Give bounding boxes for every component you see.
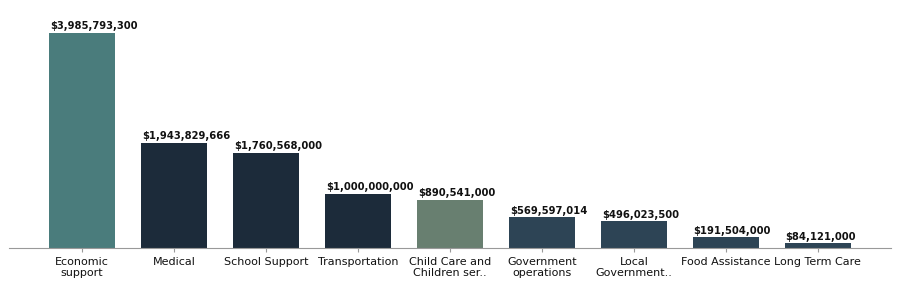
Bar xyxy=(325,194,392,248)
Text: $3,985,793,300: $3,985,793,300 xyxy=(50,21,138,31)
Bar xyxy=(601,221,667,248)
Bar xyxy=(233,153,299,248)
Bar xyxy=(50,33,115,248)
Bar xyxy=(417,200,483,248)
Text: $1,760,568,000: $1,760,568,000 xyxy=(234,141,322,151)
Bar xyxy=(508,217,575,248)
Text: $84,121,000: $84,121,000 xyxy=(786,232,856,242)
Text: $569,597,014: $569,597,014 xyxy=(509,206,587,216)
Text: $191,504,000: $191,504,000 xyxy=(694,226,771,236)
Bar xyxy=(141,143,207,248)
Bar xyxy=(785,243,850,248)
Text: $496,023,500: $496,023,500 xyxy=(602,210,679,220)
Bar xyxy=(693,237,759,248)
Text: $1,000,000,000: $1,000,000,000 xyxy=(326,182,413,192)
Text: $890,541,000: $890,541,000 xyxy=(418,188,495,198)
Text: $1,943,829,666: $1,943,829,666 xyxy=(142,131,230,141)
